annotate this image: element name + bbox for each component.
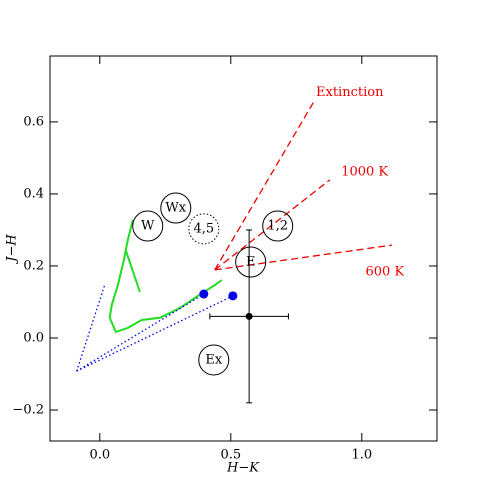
- annotation-label: 4,5: [193, 221, 214, 236]
- annotation-circle: [160, 192, 192, 224]
- series-line: [76, 293, 205, 372]
- x-tick-label: 0.5: [220, 448, 241, 463]
- series-line: [124, 249, 141, 293]
- y-axis-label: J−H: [5, 234, 20, 265]
- x-tick-label: 0.0: [89, 448, 110, 463]
- annotation-circle: [235, 246, 267, 278]
- annotation-circle: [188, 213, 220, 245]
- x-tick-label: 1.0: [351, 448, 372, 463]
- annotation-label: Wx: [165, 200, 186, 215]
- annotation-circle: [198, 344, 230, 376]
- data-point: [199, 289, 209, 299]
- series-line: [214, 244, 392, 271]
- data-point: [245, 312, 253, 320]
- annotation-circle: [262, 210, 294, 242]
- annotation-label: 1,2: [267, 218, 288, 233]
- annotation-label: 600 K: [366, 265, 405, 280]
- series-line: [76, 283, 106, 372]
- annotation-label: Ex: [205, 352, 222, 367]
- series-line: [214, 99, 316, 271]
- annotation-circle: [132, 210, 164, 242]
- series-line: [76, 295, 234, 372]
- series-line: [214, 179, 331, 271]
- annotation-label: Extinction: [316, 85, 384, 100]
- data-point: [228, 291, 238, 301]
- annotation-label: E: [246, 255, 256, 270]
- x-axis-label: H−K: [226, 461, 260, 476]
- y-tick-label: 0.4: [23, 186, 44, 201]
- series-line: [108, 219, 223, 334]
- plot-frame: [49, 55, 438, 442]
- annotation-label: 1000 K: [341, 164, 388, 179]
- y-tick-label: 0.2: [23, 258, 44, 273]
- y-tick-label: −0.2: [12, 403, 44, 418]
- y-tick-label: 0.0: [23, 330, 44, 345]
- annotation-label: W: [141, 218, 155, 233]
- y-tick-label: 0.6: [23, 114, 44, 129]
